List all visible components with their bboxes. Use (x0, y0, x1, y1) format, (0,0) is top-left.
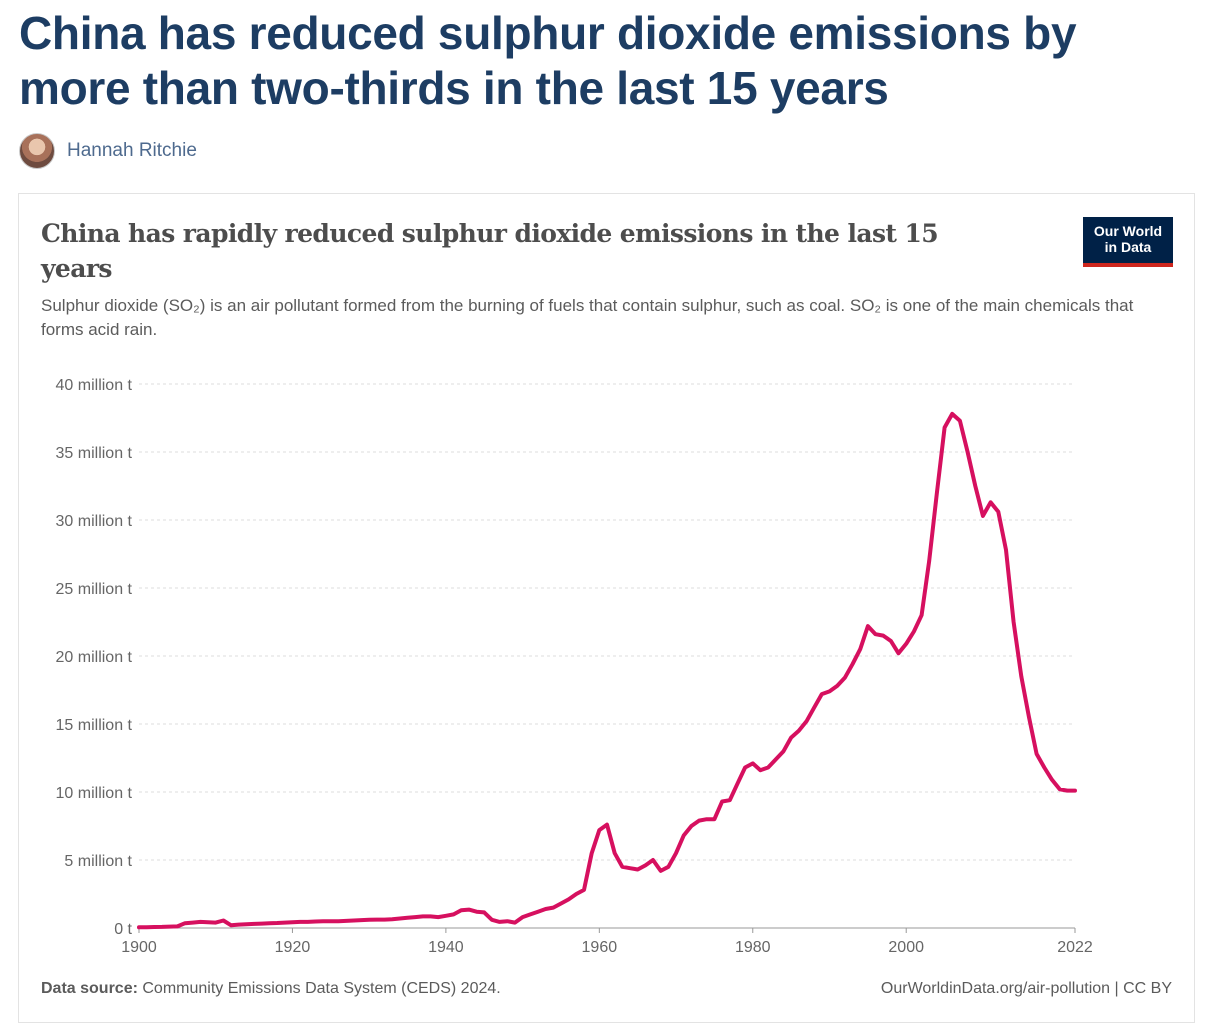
author-byline[interactable]: Hannah Ritchie (19, 133, 197, 169)
x-tick-label: 1920 (275, 939, 311, 954)
author-name[interactable]: Hannah Ritchie (67, 140, 197, 161)
chart-subtitle: Sulphur dioxide (SO₂) is an air pollutan… (41, 296, 1134, 339)
y-tick-label: 30 million t (56, 513, 133, 530)
x-tick-label: 1960 (582, 939, 618, 954)
grid-lines (139, 383, 1075, 929)
y-tick-label: 25 million t (56, 581, 133, 598)
series-line-china (137, 411, 1077, 930)
x-tick-label: 1980 (735, 939, 771, 954)
y-axis-ticks: 0 t 5 million t 10 million t 15 million t 20… (56, 377, 133, 938)
data-source-text: Community Emissions Data System (CEDS) 2… (142, 980, 501, 997)
y-tick-label: 20 million t (56, 649, 133, 666)
x-tick-label: 2000 (888, 939, 924, 954)
chart-title: China has rapidly reduced sulphur dioxid… (41, 219, 939, 283)
data-source: Data source: Community Emissions Data Sy… (41, 980, 501, 998)
data-source-label: Data source: (41, 980, 138, 997)
y-tick-label: 0 t (114, 921, 132, 938)
x-axis-ticks: 1900 1920 1940 1960 1980 2000 2022 (121, 928, 1093, 954)
y-tick-label: 5 million t (64, 853, 132, 870)
chart-plot: 0 t 5 million t 10 million t 15 million t 20… (56, 377, 1093, 954)
x-tick-label: 2022 (1057, 939, 1093, 954)
series-layer (137, 411, 1077, 930)
y-tick-label: 35 million t (56, 445, 133, 462)
logo-line-2: in Data (1104, 239, 1152, 255)
credit-link[interactable]: OurWorldinData.org/air-pollution | CC BY (880, 980, 1172, 997)
y-tick-label: 40 million t (56, 377, 133, 394)
logo-line-1: Our World (1093, 223, 1163, 239)
chart-card: China has rapidly reduced sulphur dioxid… (18, 193, 1195, 1023)
x-tick-label: 1940 (428, 939, 464, 954)
article-headline: China has reduced sulphur dioxide emissi… (19, 7, 1077, 114)
owid-logo[interactable]: Our World in Data (1083, 217, 1173, 267)
author-avatar[interactable] (19, 133, 55, 169)
y-tick-label: 15 million t (56, 717, 133, 734)
y-tick-label: 10 million t (56, 785, 133, 802)
x-tick-label: 1900 (121, 939, 157, 954)
